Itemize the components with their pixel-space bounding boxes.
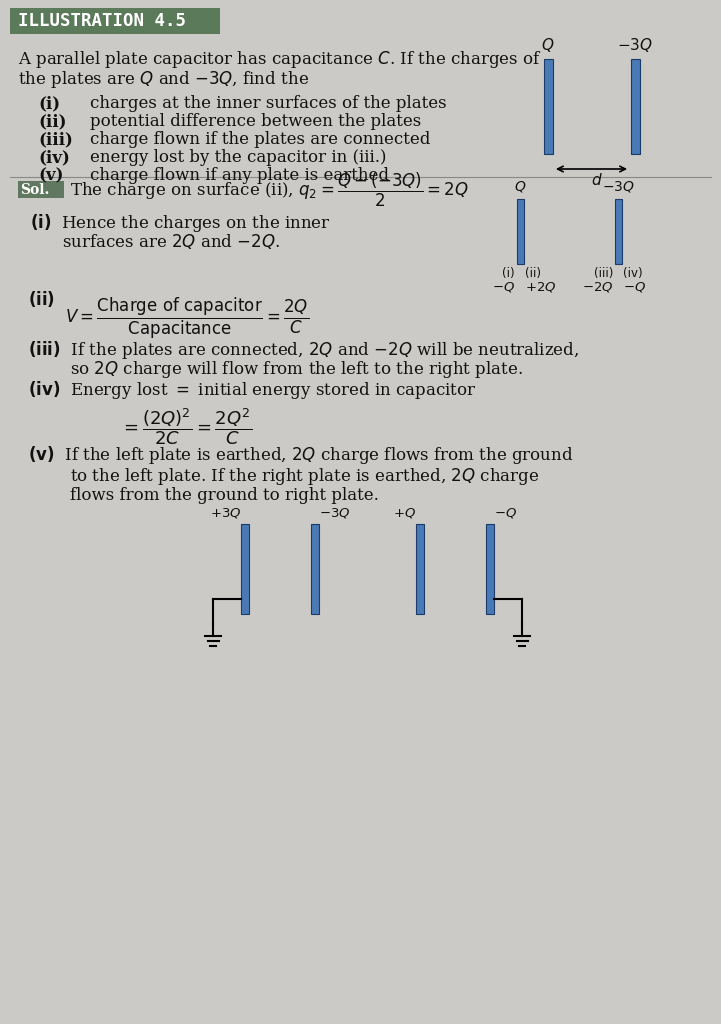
Text: $-3Q$: $-3Q$ (319, 506, 350, 520)
Text: ILLUSTRATION 4.5: ILLUSTRATION 4.5 (18, 12, 186, 30)
Text: $+3Q$: $+3Q$ (210, 506, 241, 520)
Text: $Q$: $Q$ (514, 179, 526, 194)
Text: (iii): (iii) (593, 267, 613, 280)
Bar (544, 59, 552, 154)
Text: $-3Q$: $-3Q$ (617, 36, 653, 54)
Text: $\mathbf{(iv)}$  Energy lost $=$ initial energy stored in capacitor: $\mathbf{(iv)}$ Energy lost $=$ initial … (28, 379, 477, 401)
Text: (ii): (ii) (38, 113, 66, 130)
Bar (10, 8, 220, 34)
Text: $-Q$: $-Q$ (623, 280, 646, 294)
Text: $+Q$: $+Q$ (393, 506, 416, 520)
Text: $\mathbf{(ii)}$: $\mathbf{(ii)}$ (28, 289, 55, 309)
Text: so $2Q$ charge will flow from the left to the right plate.: so $2Q$ charge will flow from the left t… (70, 359, 523, 380)
Text: $\mathbf{(iii)}$  If the plates are connected, $2Q$ and $-2Q$ will be neutralize: $\mathbf{(iii)}$ If the plates are conne… (28, 339, 579, 361)
Bar (486, 524, 494, 614)
Text: $-Q$: $-Q$ (494, 506, 517, 520)
Text: (iii): (iii) (38, 131, 73, 148)
Text: charge flown if any plate is earthed: charge flown if any plate is earthed (90, 167, 389, 184)
Text: (ii): (ii) (525, 267, 541, 280)
Text: (i): (i) (38, 95, 60, 112)
Text: The charge on surface (ii), $q_2 = \dfrac{Q-(-3Q)}{2} = 2Q$: The charge on surface (ii), $q_2 = \dfra… (70, 171, 469, 209)
Text: $Q$: $Q$ (541, 36, 554, 54)
Text: flows from the ground to right plate.: flows from the ground to right plate. (70, 487, 379, 504)
Text: $= \dfrac{(2Q)^2}{2C} = \dfrac{2Q^2}{C}$: $= \dfrac{(2Q)^2}{2C} = \dfrac{2Q^2}{C}$ (120, 406, 252, 446)
Text: surfaces are $2Q$ and $-2Q$.: surfaces are $2Q$ and $-2Q$. (62, 232, 280, 251)
Text: $\mathbf{(i)}$  Hence the charges on the inner: $\mathbf{(i)}$ Hence the charges on the … (30, 212, 331, 234)
Text: charges at the inner surfaces of the plates: charges at the inner surfaces of the pla… (90, 95, 446, 112)
Text: $-3Q$: $-3Q$ (602, 179, 634, 194)
Bar (630, 59, 640, 154)
Text: $V = \dfrac{\mathrm{Charge\ of\ capacitor}}{\mathrm{Capacitance}} = \dfrac{2Q}{C: $V = \dfrac{\mathrm{Charge\ of\ capacito… (65, 296, 309, 341)
Text: A parallel plate capacitor has capacitance $C$. If the charges of: A parallel plate capacitor has capacitan… (18, 49, 541, 70)
Bar (516, 199, 523, 264)
Text: energy lost by the capacitor in (iii.): energy lost by the capacitor in (iii.) (90, 150, 386, 166)
Bar (416, 524, 424, 614)
Text: potential difference between the plates: potential difference between the plates (90, 113, 421, 130)
Bar (614, 199, 622, 264)
Text: charge flown if the plates are connected: charge flown if the plates are connected (90, 131, 430, 148)
Text: (v): (v) (38, 167, 63, 184)
Text: $-Q$: $-Q$ (492, 280, 515, 294)
Text: $\mathbf{(v)}$  If the left plate is earthed, $2Q$ charge flows from the ground: $\mathbf{(v)}$ If the left plate is eart… (28, 444, 573, 466)
Text: $+2Q$: $+2Q$ (525, 280, 557, 294)
Text: (iv): (iv) (623, 267, 642, 280)
Text: to the left plate. If the right plate is earthed, $2Q$ charge: to the left plate. If the right plate is… (70, 466, 539, 487)
Text: the plates are $Q$ and $-3Q$, find the: the plates are $Q$ and $-3Q$, find the (18, 69, 309, 90)
Text: (i): (i) (503, 267, 515, 280)
Text: Sol.: Sol. (20, 183, 49, 197)
Text: (iv): (iv) (38, 150, 70, 166)
Bar (311, 524, 319, 614)
Bar (18, 181, 64, 198)
Bar (241, 524, 249, 614)
Text: $d$: $d$ (590, 172, 602, 188)
Text: $-2Q$: $-2Q$ (582, 280, 613, 294)
